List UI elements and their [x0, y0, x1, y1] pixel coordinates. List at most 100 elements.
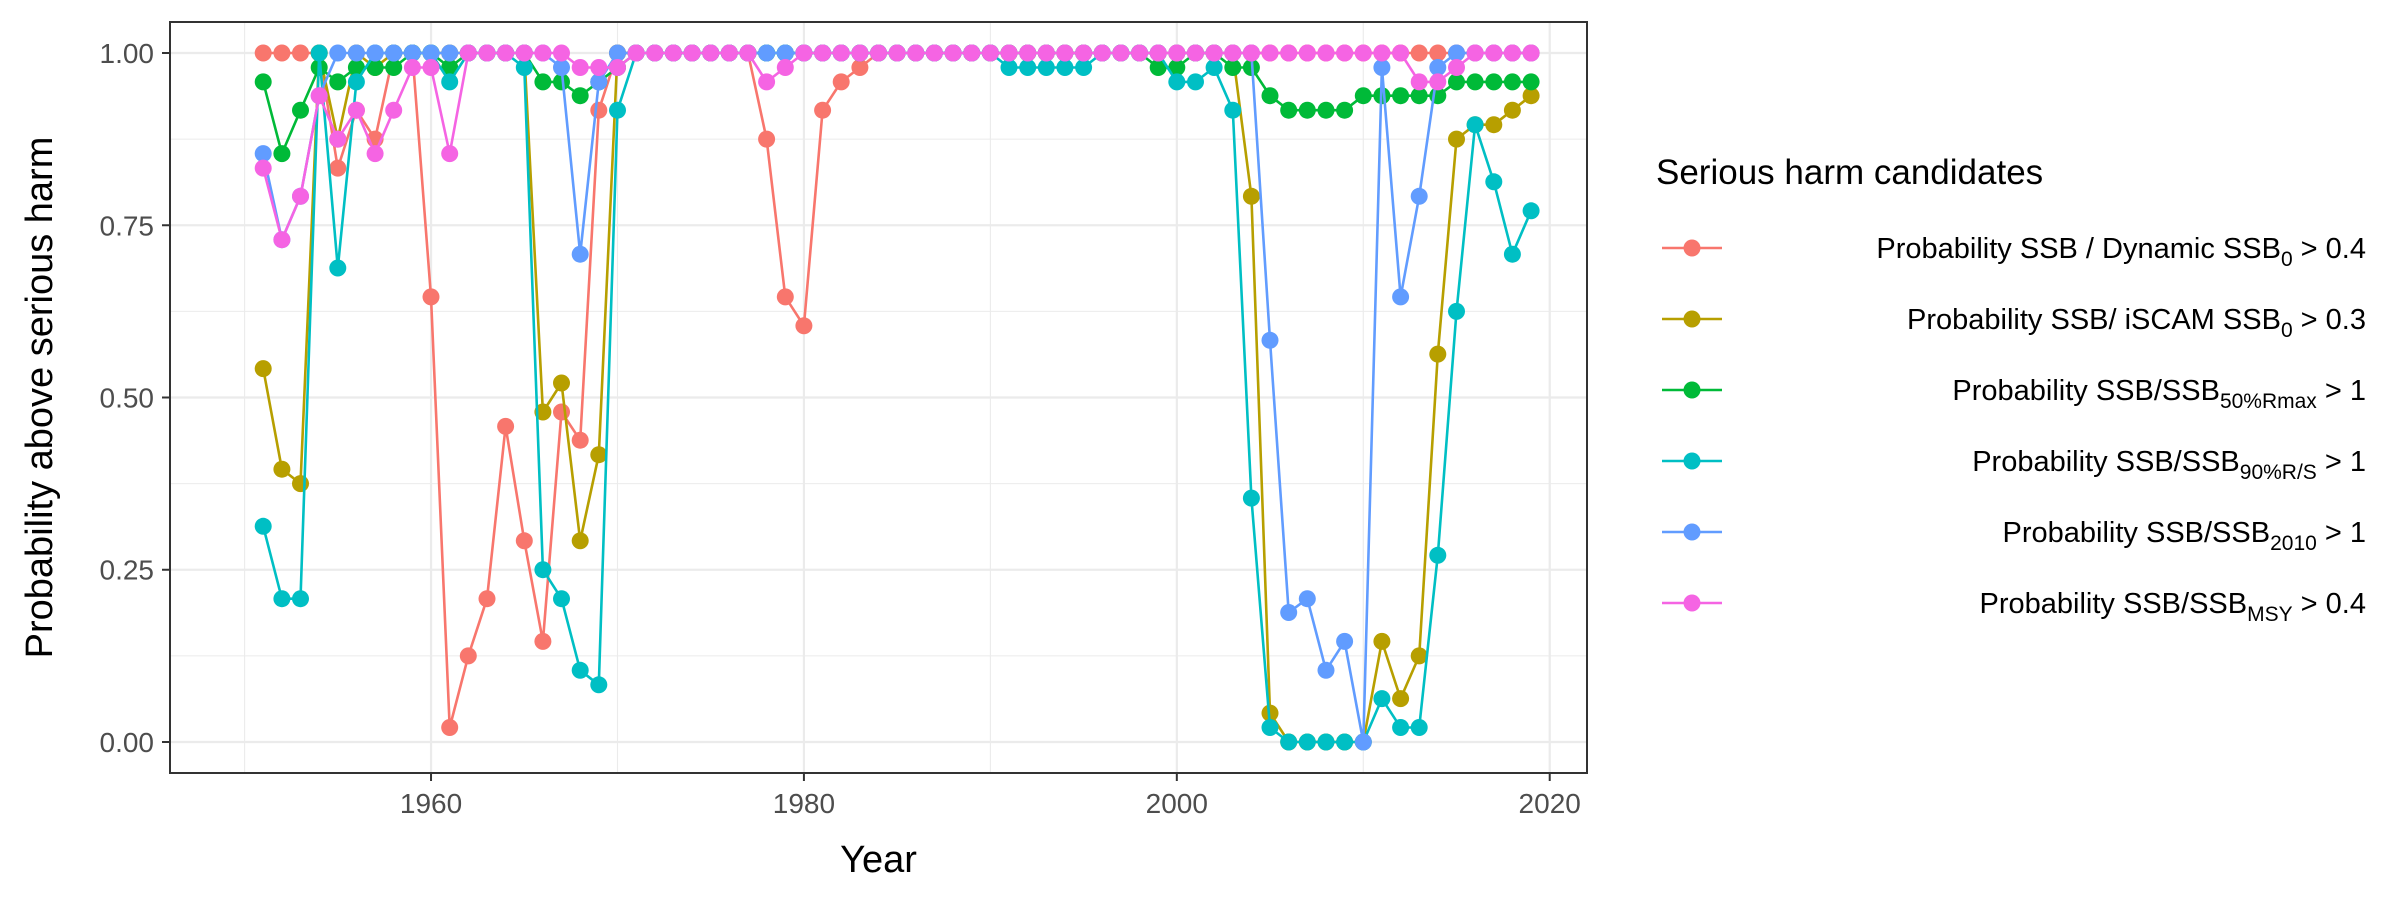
data-point — [347, 73, 365, 91]
data-point — [1242, 489, 1260, 507]
data-point — [758, 130, 776, 148]
legend: Serious harm candidates Probability SSB … — [1656, 153, 2366, 626]
data-point — [1373, 632, 1391, 650]
legend-key-point — [1683, 310, 1701, 328]
data-point — [609, 59, 626, 76]
data-point — [1466, 44, 1484, 62]
data-point — [832, 44, 850, 62]
data-point — [590, 73, 608, 91]
data-point — [1485, 44, 1503, 62]
data-point — [1522, 87, 1540, 105]
data-point — [1354, 44, 1372, 62]
data-point — [329, 44, 347, 62]
data-point — [273, 44, 291, 62]
data-point — [441, 59, 459, 76]
data-point — [1503, 101, 1521, 119]
data-point — [347, 59, 365, 76]
y-tick-label: 0.25 — [100, 555, 155, 586]
data-point — [1503, 44, 1521, 62]
data-point — [776, 44, 794, 62]
data-point — [1429, 345, 1447, 363]
data-point — [888, 44, 906, 62]
data-point — [329, 259, 347, 277]
data-point — [944, 44, 962, 62]
data-point — [1019, 44, 1037, 62]
data-point — [590, 59, 608, 76]
data-point — [1205, 44, 1223, 62]
legend-label: Probability SSB/SSB90%R/S > 1 — [1972, 446, 2366, 484]
grid — [170, 22, 1587, 773]
data-point — [385, 101, 403, 119]
data-point — [366, 145, 384, 163]
data-point — [1503, 245, 1521, 263]
data-point — [1354, 87, 1372, 105]
data-point — [832, 73, 850, 91]
data-point — [1280, 604, 1298, 621]
data-point — [478, 44, 496, 62]
legend-label: Probability SSB / Dynamic SSB0 > 0.4 — [1876, 233, 2366, 271]
data-point — [1392, 719, 1410, 736]
data-point — [1187, 73, 1204, 91]
data-point — [1392, 690, 1410, 708]
data-point — [1392, 44, 1410, 62]
x-tick-label: 1960 — [400, 788, 462, 819]
legend-item: Probability SSB/ iSCAM SSB0 > 0.3 — [1662, 304, 2366, 342]
y-tick-label: 0.50 — [100, 383, 155, 414]
data-point — [459, 44, 477, 62]
data-point — [422, 59, 440, 76]
legend-item: Probability SSB/SSBMSY > 0.4 — [1662, 588, 2366, 626]
data-point — [273, 145, 291, 163]
data-point — [292, 475, 309, 493]
data-point — [497, 44, 515, 62]
data-point — [646, 44, 664, 62]
axes: 1960 1980 2000 2020 0.00 0.25 0.50 0.75 1.00 — [100, 38, 1581, 819]
data-point — [515, 44, 533, 62]
data-point — [1410, 87, 1428, 105]
data-point — [720, 44, 738, 62]
data-point — [1280, 101, 1298, 119]
data-point — [441, 719, 459, 736]
data-point — [1037, 44, 1055, 62]
data-point — [1448, 302, 1465, 320]
x-tick-label: 2020 — [1519, 788, 1581, 819]
data-point — [1503, 73, 1521, 91]
legend-key-point — [1683, 239, 1701, 257]
data-point — [981, 44, 999, 62]
data-point — [515, 532, 533, 550]
data-point — [497, 417, 515, 435]
x-tick-label: 2000 — [1146, 788, 1208, 819]
data-point — [1336, 101, 1354, 119]
data-point — [329, 159, 347, 177]
legend-title: Serious harm candidates — [1656, 153, 2043, 192]
data-point — [571, 59, 589, 76]
data-point — [870, 44, 887, 62]
data-point — [1298, 44, 1316, 62]
data-point — [1354, 733, 1372, 751]
data-point — [590, 101, 608, 119]
data-point — [1187, 44, 1204, 62]
data-point — [403, 44, 421, 62]
data-point — [1410, 647, 1428, 665]
data-point — [814, 44, 832, 62]
data-point — [553, 73, 570, 91]
data-point — [553, 59, 570, 76]
data-point — [851, 59, 869, 76]
data-point — [534, 44, 552, 62]
data-point — [1317, 101, 1335, 119]
data-point — [553, 403, 570, 421]
data-point — [1336, 632, 1354, 650]
data-point — [590, 676, 608, 694]
data-point — [1466, 116, 1484, 134]
data-point — [254, 44, 272, 62]
data-point — [553, 44, 570, 62]
data-point — [1522, 73, 1540, 91]
data-point — [254, 159, 272, 177]
data-point — [310, 87, 328, 105]
legend-key-point — [1683, 523, 1701, 541]
data-point — [385, 59, 403, 76]
data-point — [254, 360, 272, 378]
data-point — [292, 590, 309, 608]
data-point — [1242, 44, 1260, 62]
